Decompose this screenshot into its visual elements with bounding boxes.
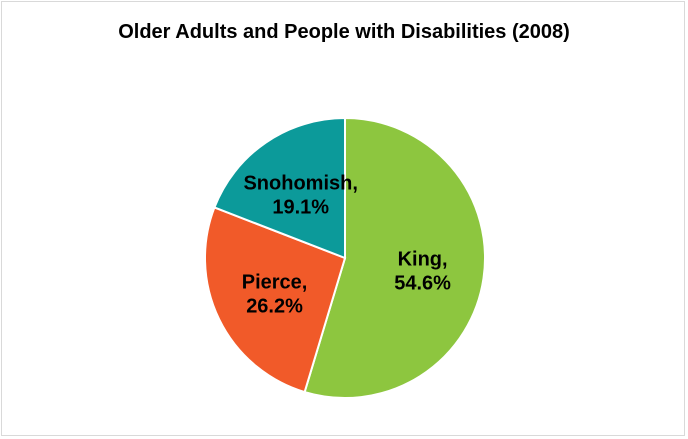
slice-label: Snohomish, 19.1% <box>243 172 357 218</box>
pie-slice <box>204 206 347 394</box>
chart-title: Older Adults and People with Disabilitie… <box>118 21 570 43</box>
slice-category: Snohomish, <box>243 172 357 194</box>
pie-slice <box>213 116 346 260</box>
slice-label: King, 54.6% <box>394 248 451 294</box>
slice-category: King, <box>398 248 448 270</box>
pie-slice <box>303 116 486 399</box>
slice-label: Pierce, 26.2% <box>242 271 308 317</box>
slice-value: 26.2% <box>246 295 303 317</box>
slice-value: 19.1% <box>272 196 329 218</box>
slice-value: 54.6% <box>394 272 451 294</box>
slice-category: Pierce, <box>242 271 308 293</box>
